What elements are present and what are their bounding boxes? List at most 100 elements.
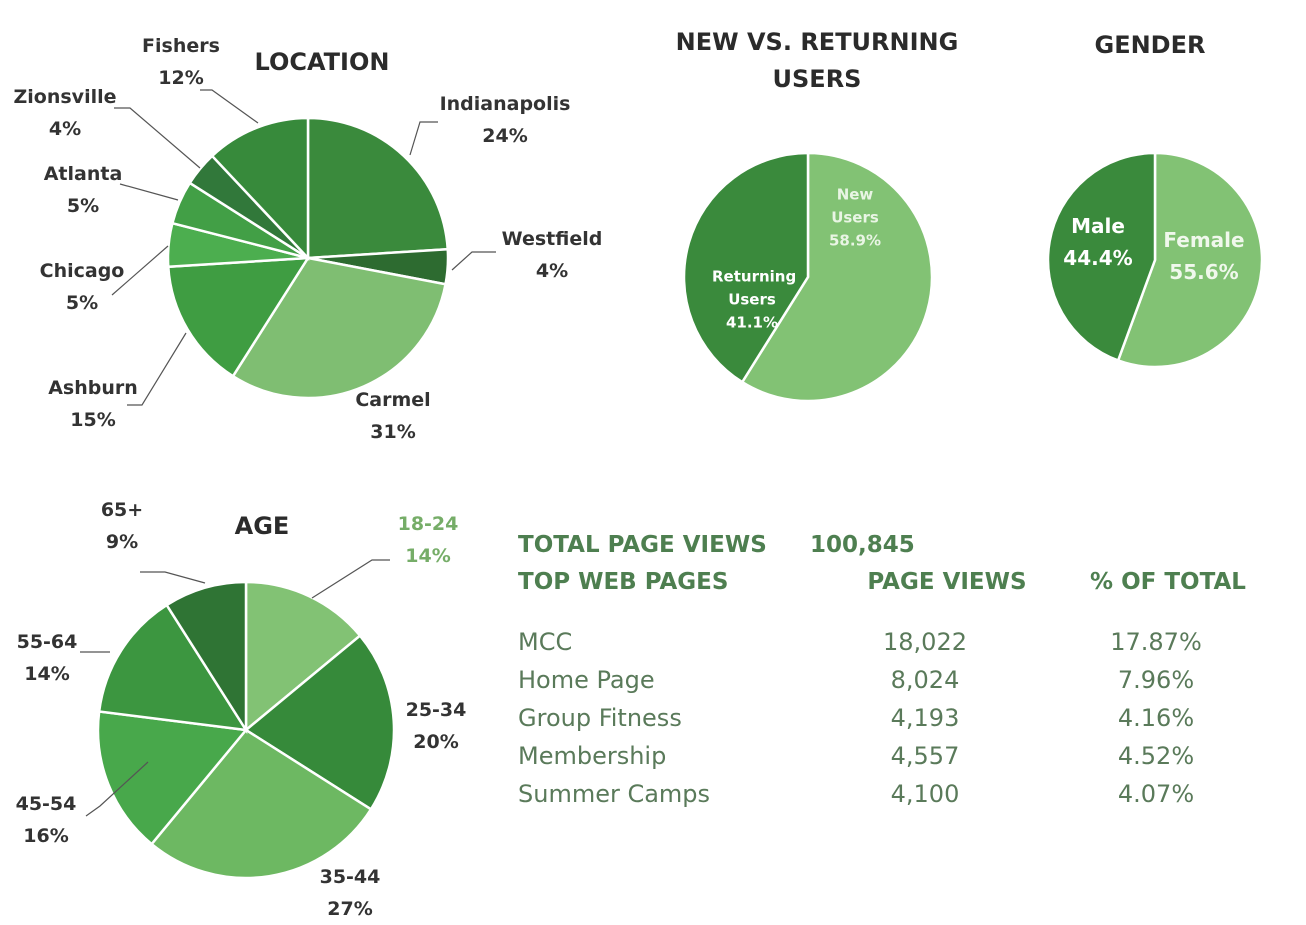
slice-label: Female 55.6% (1149, 224, 1259, 288)
table-cell: 8,024 (890, 666, 960, 694)
pie-slice (682, 151, 810, 384)
table-cell: 18,022 (883, 628, 967, 656)
table-cell: 4,100 (890, 780, 960, 808)
leader-line (119, 183, 179, 201)
slice-name: Male (1071, 214, 1125, 238)
slice-name: Chicago (39, 260, 125, 282)
leader-line (140, 571, 206, 584)
slice-label: Ashburn 15% (13, 372, 173, 436)
table-cell: 4.52% (1117, 742, 1195, 770)
slice-name: Atlanta (43, 163, 123, 185)
slice-value: 12% (158, 67, 204, 89)
pie-slice (1116, 151, 1264, 369)
table-cell: 17.87% (1110, 628, 1202, 656)
slice-value: 41.1% (725, 313, 779, 332)
slice-name: Returning Users (712, 267, 797, 309)
slice-label: Fishers 12% (101, 30, 261, 94)
leader-line (451, 251, 496, 271)
slice-label: Atlanta 5% (3, 158, 163, 222)
table-header: PAGE VIEWS (867, 569, 1027, 595)
slice-value: 44.4% (1063, 246, 1133, 270)
slice-name: 55-64 (16, 631, 78, 653)
table-cell: 7.96% (1117, 666, 1195, 694)
leader-line (409, 121, 438, 156)
table-cell: Group Fitness (518, 704, 682, 732)
table-cell: Membership (518, 742, 667, 770)
table-cell: Summer Camps (518, 780, 711, 808)
slice-label: 18-24 14% (368, 508, 488, 572)
slice-value: 5% (66, 195, 100, 217)
slice-label: 25-34 20% (376, 694, 496, 758)
total-value: 100,845 (810, 532, 915, 558)
slice-value: 16% (23, 825, 69, 847)
table-cell: 4.07% (1117, 780, 1195, 808)
slice-label: Male 44.4% (1043, 210, 1153, 274)
slice-value: 5% (65, 292, 99, 314)
pie-slice (149, 728, 373, 880)
slice-value: 4% (48, 118, 82, 140)
slice-label: 45-54 16% (0, 788, 106, 852)
slice-label: Returning Users 41.1% (712, 266, 797, 335)
slice-name: 45-54 (15, 793, 77, 815)
table-header: TOP WEB PAGES (518, 569, 729, 595)
slice-value: 31% (370, 421, 416, 443)
slice-value: 27% (327, 898, 373, 920)
pie-slice (740, 151, 934, 403)
slice-name: Westfield (501, 228, 603, 250)
table-cell: 4.16% (1117, 704, 1195, 732)
pie-slice (244, 580, 362, 733)
slice-name: 18-24 (397, 513, 459, 535)
slice-name: 25-34 (405, 699, 467, 721)
leader-line (311, 559, 390, 599)
pie-slice (1046, 151, 1157, 363)
leader-line (111, 245, 169, 296)
slice-label: Indianapolis 24% (425, 88, 585, 152)
pie-slice (164, 580, 248, 735)
leader-line (200, 89, 259, 124)
slice-label: 65+ 9% (62, 494, 182, 558)
slice-label: Chicago 5% (2, 255, 162, 319)
title-text: GENDER (1094, 31, 1206, 59)
slice-label: Carmel 31% (313, 384, 473, 448)
pie-slice (243, 633, 396, 812)
pie-slice (166, 256, 311, 378)
leader-line (85, 761, 149, 817)
slice-value: 4% (535, 260, 569, 282)
table-header: % OF TOTAL (1090, 569, 1246, 595)
slice-value: 14% (24, 663, 70, 685)
table-cell: 4,193 (890, 704, 960, 732)
title-text: AGE (234, 512, 290, 540)
leader-line (127, 332, 187, 406)
title-text: LOCATION (254, 48, 390, 76)
slice-name: Carmel (355, 389, 431, 411)
slice-name: Indianapolis (439, 93, 571, 115)
table-cell: 4,557 (890, 742, 960, 770)
chart-title: GENDER (1050, 27, 1250, 64)
table-cell: MCC (518, 628, 573, 656)
chart-title: NEW VS. RETURNING USERS (667, 24, 967, 98)
slice-value: 15% (70, 409, 116, 431)
table-cell: Home Page (518, 666, 655, 694)
chart-title: AGE (202, 508, 322, 545)
slice-label: New Users 58.9% (825, 184, 885, 253)
slice-value: 9% (105, 531, 139, 553)
slice-label: Westfield 4% (472, 223, 632, 287)
slice-value: 58.9% (828, 231, 882, 250)
slice-label: Zionsville 4% (0, 81, 145, 145)
slice-value: 55.6% (1169, 260, 1239, 284)
leader-line (114, 107, 201, 169)
slice-label: 35-44 27% (290, 861, 410, 925)
slice-value: 14% (405, 545, 451, 567)
pie-slice (210, 116, 310, 262)
slice-value: 24% (482, 125, 528, 147)
title-text: NEW VS. RETURNING USERS (675, 28, 959, 93)
slice-value: 20% (413, 731, 459, 753)
slice-name: 35-44 (319, 866, 381, 888)
slice-name: Zionsville (13, 86, 117, 108)
slice-name: Ashburn (48, 377, 138, 399)
slice-name: Female (1163, 228, 1245, 252)
slice-name: New Users (831, 185, 879, 227)
slice-name: Fishers (142, 35, 220, 57)
